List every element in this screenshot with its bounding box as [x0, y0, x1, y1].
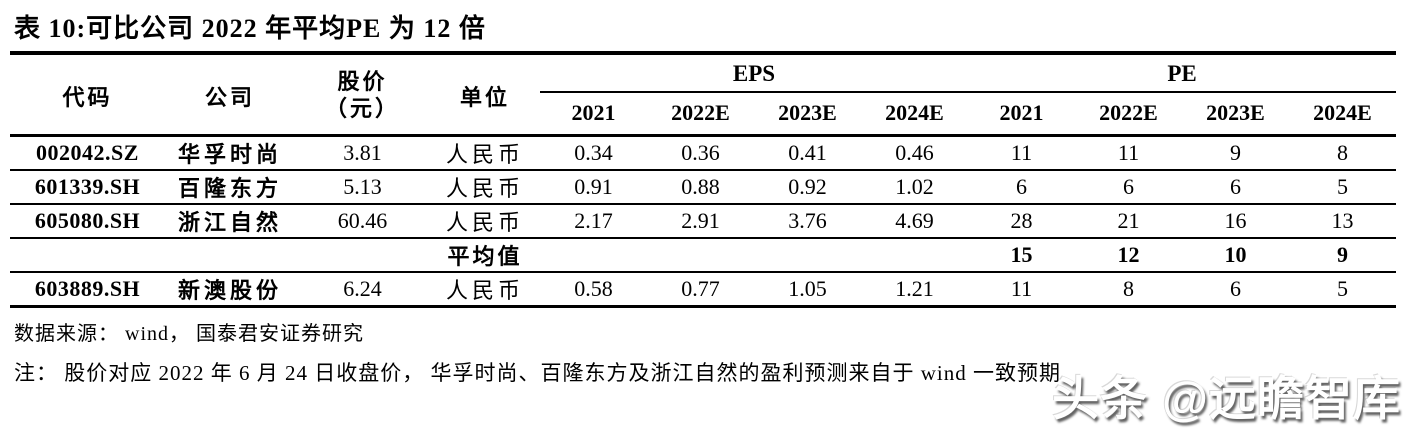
cell-eps-2021: 0.34	[574, 140, 613, 165]
cell-unit: 人民币	[445, 210, 524, 235]
cell-avg-pe-2022e: 12	[1117, 242, 1140, 267]
cell-code: 605080.SH	[34, 208, 141, 233]
cell-eps-2021: 0.91	[574, 174, 613, 199]
cell-pe-2024e: 8	[1337, 140, 1348, 165]
cell-pe-2021: 28	[1010, 208, 1033, 233]
cell-pe-2023e: 6	[1230, 174, 1241, 199]
group-header-row: 代码 公司 股价 （元） 单位 EPS PE	[10, 53, 1397, 121]
table-row: 002042.SZ 华孚时尚 3.81 人民币 0.34 0.36 0.41 0…	[10, 136, 1396, 171]
price-label-line2: （元）	[324, 95, 400, 121]
cell-eps-2021	[540, 238, 647, 272]
cell-eps-2023e	[754, 238, 861, 272]
cell-eps-2022e	[647, 238, 754, 272]
pe-year-2024e: 2024E	[1313, 100, 1372, 125]
cell-code: 002042.SZ	[36, 140, 139, 165]
cell-unit: 人民币	[445, 278, 524, 303]
cell-avg-pe-2021: 15	[1010, 242, 1033, 267]
average-row: 平均值 15 12 10 9	[10, 238, 1397, 272]
cell-pe-2023e: 6	[1230, 276, 1241, 301]
cell-eps-2022e: 0.77	[681, 276, 720, 301]
table-row: 601339.SH 百隆东方 5.13 人民币 0.91 0.88 0.92 1…	[10, 170, 1397, 204]
cell-eps-2023e: 3.76	[788, 208, 827, 233]
cell-eps-2023e: 1.05	[788, 276, 827, 301]
cell-eps-2022e: 0.36	[681, 140, 720, 165]
cell-code: 601339.SH	[34, 174, 141, 199]
cell-pe-2021: 11	[1010, 140, 1033, 165]
cell-eps-2022e: 0.88	[681, 174, 720, 199]
col-group-eps: EPS	[540, 53, 968, 93]
cell-eps-2024e	[861, 238, 968, 272]
cell-eps-2023e: 0.41	[788, 140, 827, 165]
cell-pe-2022e: 6	[1123, 174, 1134, 199]
cell-avg-pe-2024e: 9	[1337, 242, 1348, 267]
cell-pe-2022e: 21	[1117, 208, 1140, 233]
cell-company: 华孚时尚	[177, 142, 282, 167]
cell-pe-2022e: 11	[1117, 140, 1140, 165]
cell-code	[10, 238, 165, 272]
cell-unit: 人民币	[445, 142, 524, 167]
eps-year-2024e: 2024E	[885, 100, 944, 125]
cell-price: 60.46	[337, 208, 388, 233]
col-group-pe: PE	[968, 53, 1397, 93]
col-header-unit: 单位	[459, 84, 510, 110]
cell-pe-2023e: 16	[1224, 208, 1247, 233]
pe-year-2021: 2021	[999, 100, 1044, 125]
table-row: 605080.SH 浙江自然 60.46 人民币 2.17 2.91 3.76 …	[10, 204, 1397, 238]
cell-eps-2022e: 2.91	[681, 208, 720, 233]
cell-code: 603889.SH	[34, 276, 141, 301]
table-row: 603889.SH 新澳股份 6.24 人民币 0.58 0.77 1.05 1…	[10, 272, 1397, 307]
eps-year-2022e: 2022E	[671, 100, 730, 125]
comparable-companies-table: 代码 公司 股价 （元） 单位 EPS PE 2021 2022E 2023E …	[10, 51, 1397, 308]
cell-pe-2024e: 5	[1337, 276, 1348, 301]
price-label-line1: 股价	[337, 69, 388, 95]
cell-company: 百隆东方	[177, 176, 282, 201]
cell-price	[295, 238, 430, 272]
cell-company: 新澳股份	[177, 278, 282, 303]
cell-pe-2022e: 8	[1123, 276, 1134, 301]
cell-pe-2021: 6	[1016, 174, 1027, 199]
eps-year-2021: 2021	[571, 100, 616, 125]
cell-eps-2024e: 1.21	[895, 276, 934, 301]
cell-avg-pe-2023e: 10	[1224, 242, 1247, 267]
cell-price: 3.81	[343, 140, 382, 165]
table-header: 代码 公司 股价 （元） 单位 EPS PE 2021 2022E 2023E …	[10, 53, 1397, 136]
year-header-row: 2021 2022E 2023E 2024E 2021 2022E 2023E …	[10, 92, 1397, 136]
cell-pe-2023e: 9	[1230, 140, 1241, 165]
cell-unit: 人民币	[445, 176, 524, 201]
pe-year-2023e: 2023E	[1206, 100, 1265, 125]
average-label: 平均值	[447, 244, 523, 269]
cell-eps-2021: 0.58	[574, 276, 613, 301]
col-header-company: 公司	[204, 84, 255, 110]
pe-year-2022e: 2022E	[1099, 100, 1158, 125]
cell-price: 6.24	[343, 276, 382, 301]
footnote: 注： 股价对应 2022 年 6 月 24 日收盘价， 华孚时尚、百隆东方及浙江…	[14, 361, 1061, 385]
table-body: 002042.SZ 华孚时尚 3.81 人民币 0.34 0.36 0.41 0…	[10, 136, 1397, 307]
cell-pe-2024e: 5	[1337, 174, 1348, 199]
cell-company	[165, 238, 295, 272]
eps-year-2023e: 2023E	[778, 100, 837, 125]
col-header-price: 股价 （元）	[295, 53, 430, 136]
cell-eps-2021: 2.17	[574, 208, 613, 233]
data-source-note: 数据来源： wind， 国泰君安证券研究	[14, 323, 364, 345]
cell-eps-2024e: 1.02	[895, 174, 934, 199]
cell-eps-2023e: 0.92	[788, 174, 827, 199]
cell-price: 5.13	[343, 174, 382, 199]
cell-eps-2024e: 0.46	[895, 140, 934, 165]
table-title: 表 10:可比公司 2022 年平均PE 为 12 倍	[14, 14, 486, 43]
col-header-code: 代码	[62, 84, 113, 110]
cell-company: 浙江自然	[177, 210, 282, 235]
cell-pe-2024e: 13	[1331, 208, 1354, 233]
cell-eps-2024e: 4.69	[895, 208, 934, 233]
cell-pe-2021: 11	[1010, 276, 1033, 301]
toutiao-watermark: 头条 @远瞻智库	[1052, 372, 1401, 425]
